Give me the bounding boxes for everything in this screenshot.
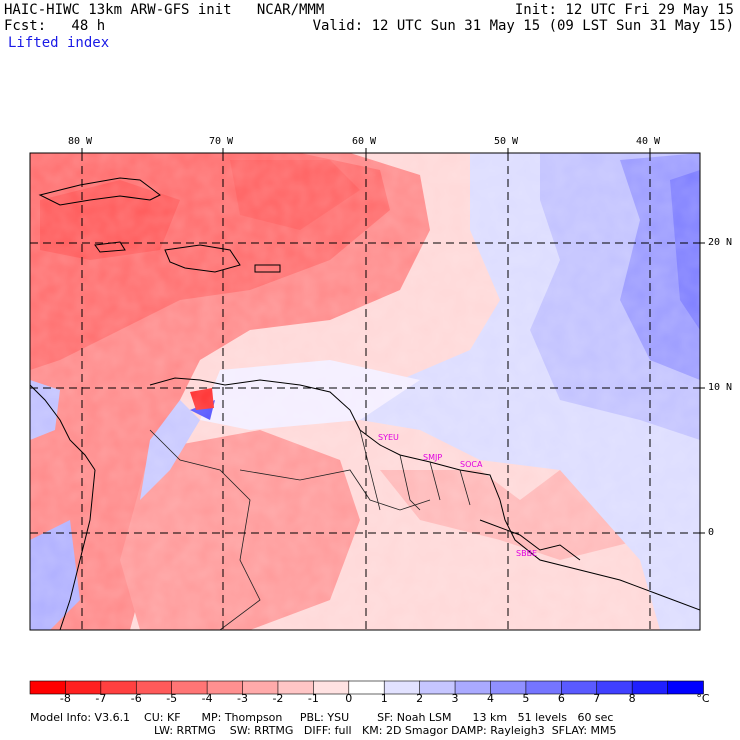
map-frame [29,152,701,631]
colorbar-tick-label: 3 [451,692,459,705]
colorbar-swatch [383,680,421,695]
field-name: Lifted index [8,35,110,51]
colorbar-tick-label: 8 [628,692,636,705]
colorbar-tick-label: 4 [486,692,494,705]
station-soca: SOCA [460,460,483,469]
model-info-line2: LW: RRTMG SW: RRTMG DIFF: full KM: 2D Sm… [154,724,617,737]
lon-label-60w: 60 W [352,136,377,147]
colorbar-tick-label: 6 [557,692,565,705]
ticks [81,148,705,534]
valid-time: Valid: 12 UTC Sun 31 May 15 (09 LST Sun … [312,18,734,34]
station-sbbe: SBBE [516,549,537,558]
colorbar-swatch [631,680,669,695]
colorbar-unit: °C [696,692,710,705]
lon-label-40w: 40 W [636,136,661,147]
colorbar-swatch [454,680,492,695]
model-info-line1: Model Info: V3.6.1 CU: KF MP: Thompson P… [30,711,614,724]
colorbar-tick-label: -1 [307,692,319,705]
lat-label-20n: 20 N [708,237,733,248]
colorbar-tick-label: -5 [166,692,178,705]
colorbar-tick-label: 5 [522,692,530,705]
colorbar-swatch [561,680,598,695]
lon-label-70w: 70 W [209,136,234,147]
colorbar-tick-label: 1 [380,692,388,705]
colorbar-tick-label: 7 [593,692,601,705]
lon-label-50w: 50 W [494,136,519,147]
lon-label-80w: 80 W [68,136,93,147]
colorbar-tick-label: 0 [345,692,353,705]
colorbar-tick-label: -8 [59,692,71,705]
colorbar-tick-label: -3 [237,692,248,705]
graticule [30,153,700,630]
colorbar-swatch [419,680,456,695]
colorbar-tick-label: -7 [95,692,107,705]
country-borders [149,429,471,630]
station-smjp: SMJP [423,453,442,462]
colorbar-tick-label: -4 [201,692,213,705]
coastlines [30,177,700,630]
init-time: Init: 12 UTC Fri 29 May 15 [514,2,734,18]
colorbar-tick-label: 2 [416,692,424,705]
lat-label-0: 0 [708,527,715,538]
map-field [30,153,700,630]
forecast-hour: Fcst: 48 h [4,18,106,34]
station-labels: SYEU SMJP SOCA SBBE [378,433,537,558]
colorbar-tick-label: -2 [272,692,284,705]
model-title: HAIC-HIWC 13km ARW-GFS init NCAR/MMM [4,2,325,18]
colorbar-tick-label: -6 [130,692,142,705]
colorbar-swatch [348,680,386,695]
colorbar-swatch [490,680,527,695]
colorbar-swatch [525,680,563,695]
colorbar-swatch [596,680,633,695]
colorbar-swatch [667,680,704,695]
colorbar [29,680,704,695]
lat-label-10n: 10 N [708,382,733,393]
station-syeu: SYEU [378,433,399,442]
